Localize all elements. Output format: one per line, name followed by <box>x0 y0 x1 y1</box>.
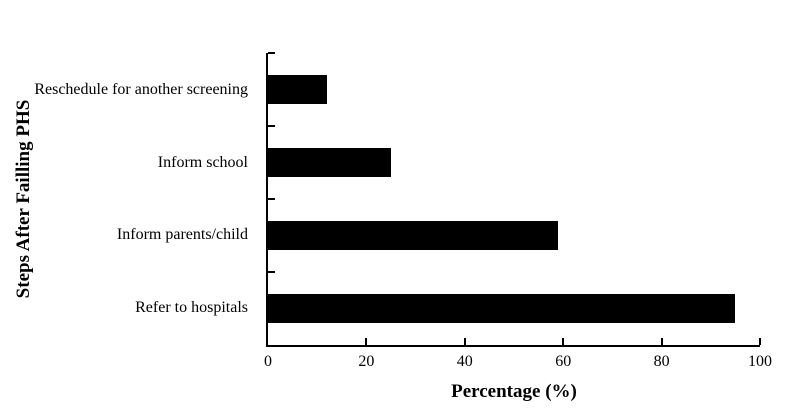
x-axis-tick <box>759 338 761 345</box>
x-tick-label-40: 40 <box>456 353 473 370</box>
x-axis-tick-labels: 0 20 40 60 80 100 <box>264 352 772 372</box>
y-axis-tick <box>268 271 275 273</box>
x-axis-title: Percentage (%) <box>451 381 577 402</box>
plot-area <box>266 52 761 347</box>
category-label-reschedule: Reschedule for another screening <box>34 81 248 98</box>
x-tick-label-100: 100 <box>748 353 772 370</box>
y-axis-tick <box>268 125 275 127</box>
x-tick-label-20: 20 <box>358 353 375 370</box>
category-labels: Reschedule for another screening Inform … <box>0 0 258 418</box>
x-axis-tick <box>365 338 368 345</box>
bar-row-reschedule <box>268 52 760 126</box>
category-label-refer-hospitals: Refer to hospitals <box>135 299 248 316</box>
bar-row-inform-school <box>268 125 760 199</box>
x-tick-label-80: 80 <box>653 353 670 370</box>
category-label-inform-parents-child: Inform parents/child <box>116 226 248 243</box>
bar-reschedule <box>268 75 328 104</box>
x-axis-tick <box>463 338 466 345</box>
x-axis-tick <box>562 338 565 345</box>
bar-inform-parents-child <box>268 221 559 250</box>
bar-refer-hospitals <box>268 294 736 323</box>
bar-row-refer-hospitals <box>268 271 760 345</box>
bar-row-inform-parents-child <box>268 198 760 272</box>
x-tick-label-0: 0 <box>264 353 272 370</box>
x-axis-tick <box>660 338 663 345</box>
category-label-inform-school: Inform school <box>157 154 248 171</box>
x-tick-label-60: 60 <box>555 353 572 370</box>
y-axis-tick <box>268 52 275 54</box>
bar-inform-school <box>268 148 391 177</box>
y-axis-tick <box>268 198 275 200</box>
